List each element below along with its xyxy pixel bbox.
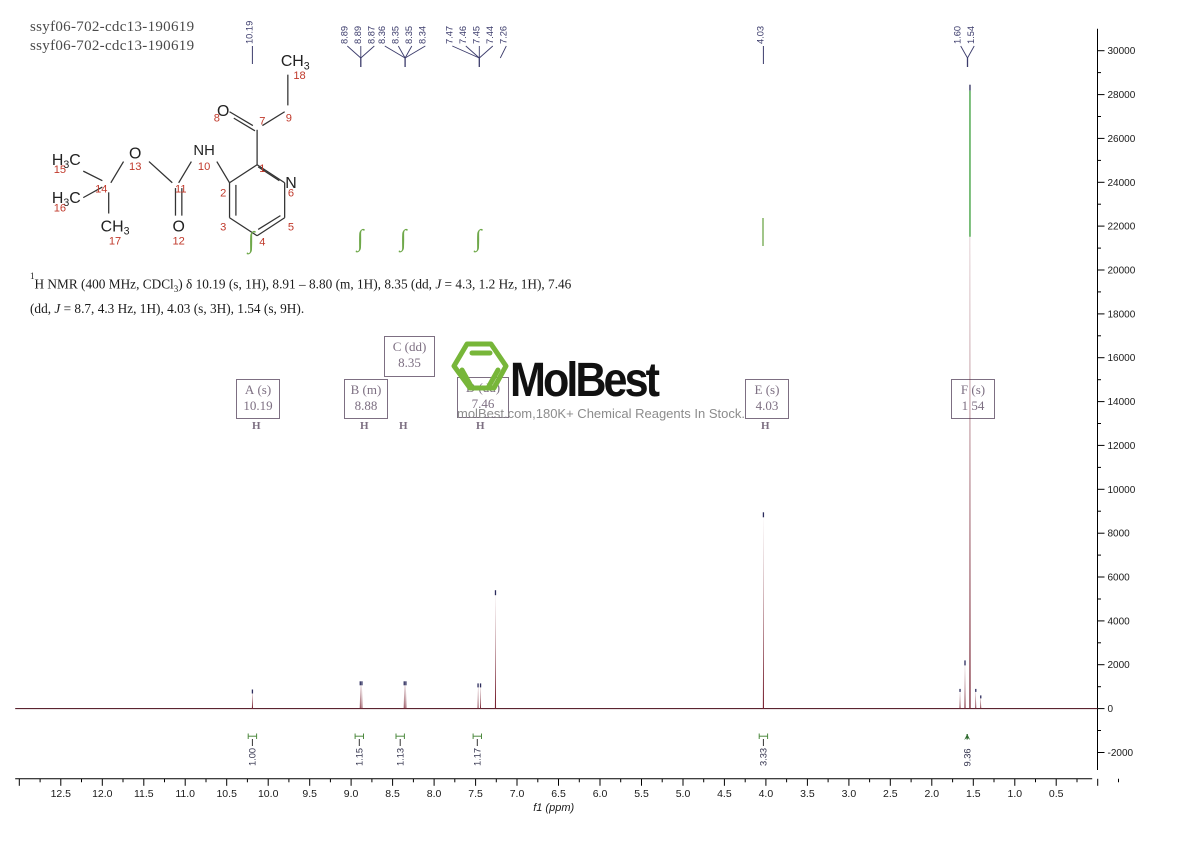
svg-text:MolBest: MolBest bbox=[510, 354, 660, 407]
svg-text:molBest.com,180K+ Chemical Rea: molBest.com,180K+ Chemical Reagents In S… bbox=[457, 406, 745, 421]
